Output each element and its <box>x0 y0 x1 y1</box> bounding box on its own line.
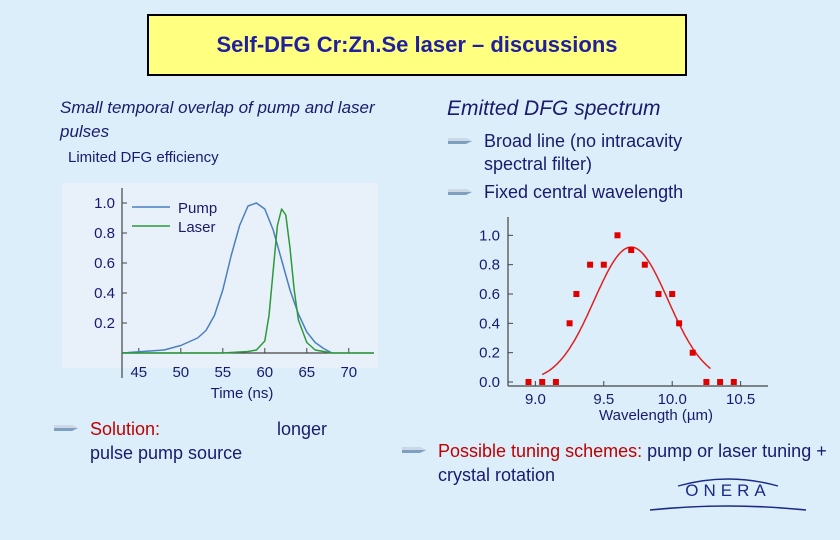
solution-label: Solution: <box>90 419 161 439</box>
x-axis-label: Wavelength (µm) <box>599 407 713 424</box>
bullet-fixed-wavelength: Fixed central wavelength <box>484 182 684 202</box>
logo-text: ONERA <box>685 481 770 500</box>
data-point <box>669 291 676 297</box>
data-point <box>614 232 621 239</box>
data-point <box>566 320 573 327</box>
slide-title: Self-DFG Cr:Zn.Se laser – discussions <box>216 32 618 57</box>
x-tick-label: 65 <box>298 364 315 381</box>
x-tick-label: 10.5 <box>726 391 755 408</box>
x-tick-label: 10.0 <box>658 391 687 408</box>
efficiency-text: Limited DFG efficiency <box>68 149 219 166</box>
legend-pump: Pump <box>178 200 217 217</box>
y-tick-label: 0.0 <box>479 374 500 391</box>
x-tick-label: 55 <box>214 364 231 381</box>
y-tick-label: 0.6 <box>479 286 500 303</box>
x-tick-label: 45 <box>130 364 147 381</box>
pulse-time-chart: 0.2 0.4 0.6 0.8 1.0 45 50 55 60 65 70 Time (ns) P… <box>62 183 382 405</box>
fit-curve <box>541 246 711 376</box>
data-point <box>730 379 737 385</box>
bullet-broad-line: Broad line (no intracavity spectral filt… <box>484 131 683 174</box>
spectrum-heading: Emitted DFG spectrum <box>447 97 661 120</box>
bullet-arrow-icon <box>448 138 472 144</box>
data-point <box>552 379 559 385</box>
data-point <box>641 261 648 268</box>
title-box: Self-DFG Cr:Zn.Se laser – discussions <box>147 14 687 76</box>
data-point <box>655 291 662 297</box>
overlap-text: Small temporal overlap of pump and laser… <box>60 98 375 141</box>
y-tick-label: 0.2 <box>479 345 500 362</box>
x-tick-label: 60 <box>256 364 273 381</box>
x-axis-label: Time (ns) <box>211 385 274 402</box>
data-point <box>573 291 580 297</box>
data-point <box>525 379 532 385</box>
data-point <box>676 320 683 327</box>
tuning-label: Possible tuning schemes: <box>438 441 643 461</box>
y-tick-label: 0.8 <box>479 257 500 274</box>
data-point <box>539 379 546 385</box>
bullet-arrow-icon <box>448 189 472 195</box>
y-tick-label: 1.0 <box>479 227 500 244</box>
data-point <box>703 379 710 385</box>
data-point <box>628 247 635 253</box>
solution-text-2: pulse pump source <box>90 443 243 463</box>
legend: Pump Laser <box>132 200 217 236</box>
series-line-laser <box>122 208 374 354</box>
x-tick-label: 9.0 <box>525 391 546 408</box>
data-point <box>600 261 607 268</box>
y-tick-label: 0.6 <box>94 255 115 272</box>
y-tick-label: 0.4 <box>479 315 500 332</box>
solution-block: Solution: longer <box>90 419 350 440</box>
legend-laser: Laser <box>178 219 216 236</box>
x-tick-label: 50 <box>172 364 189 381</box>
data-point <box>717 379 724 385</box>
y-tick-label: 0.2 <box>94 315 115 332</box>
x-tick-label: 70 <box>340 364 357 381</box>
bullet-arrow-icon <box>54 425 78 431</box>
onera-logo: ONERA <box>649 478 807 511</box>
data-point <box>689 349 696 356</box>
y-tick-label: 0.4 <box>94 285 115 302</box>
bullet-arrow-icon <box>402 447 426 453</box>
y-tick-label: 1.0 <box>94 195 115 212</box>
solution-text-1: longer <box>277 419 328 439</box>
series-line-pump <box>121 202 333 354</box>
tuning-block: Possible tuning schemes: pump or laser t… <box>438 439 833 487</box>
tuning-text: pump or laser tuning + crystal rotation <box>438 441 827 485</box>
dfg-spectrum-chart: 0.0 0.2 0.4 0.6 0.8 1.0 9.0 9.5 10.0 10.5 Wavele… <box>446 212 778 424</box>
data-point <box>587 261 594 268</box>
y-tick-label: 0.8 <box>94 225 115 242</box>
x-tick-label: 9.5 <box>593 391 614 408</box>
